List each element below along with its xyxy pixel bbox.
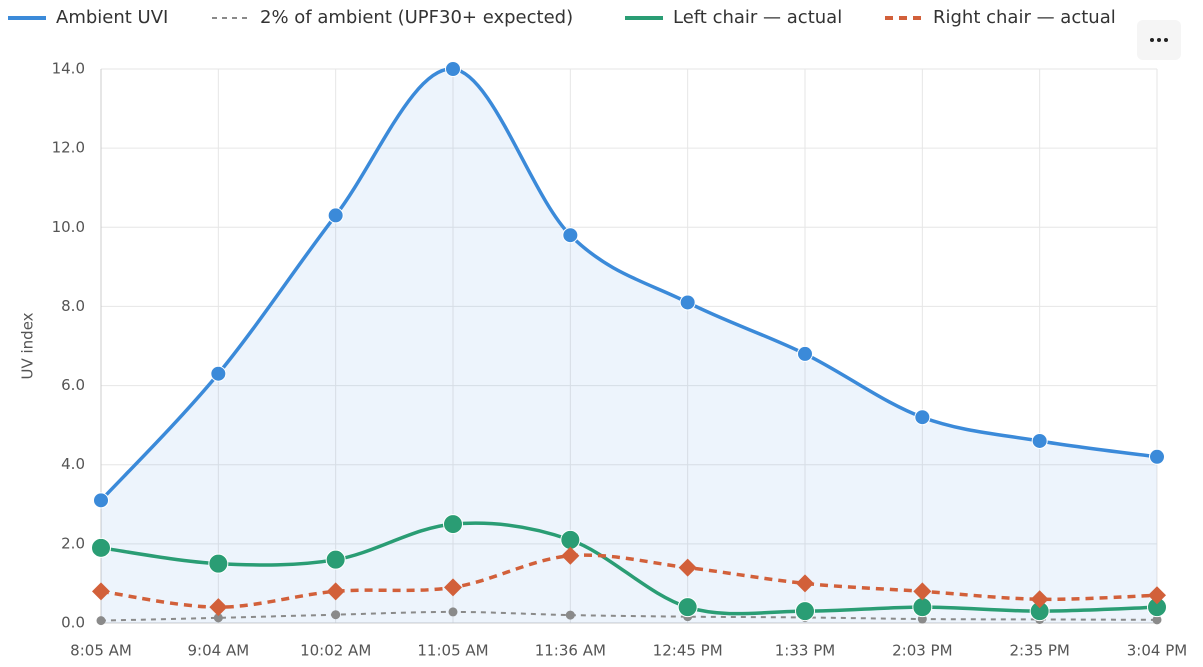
x-tick-label: 1:33 PM (775, 642, 835, 660)
marker (210, 365, 227, 382)
marker (912, 597, 933, 618)
marker (444, 578, 462, 597)
marker (560, 529, 581, 550)
marker (796, 574, 814, 593)
menu-dot (1150, 38, 1154, 42)
marker (326, 582, 345, 601)
menu-button[interactable] (1137, 20, 1181, 60)
marker (565, 610, 575, 620)
legend-label: Left chair — actual (673, 7, 842, 28)
legend-item: Ambient UVI (8, 7, 168, 28)
y-tick-label: 2.0 (61, 534, 85, 552)
marker (208, 553, 229, 574)
x-tick-label: 2:35 PM (1009, 642, 1069, 660)
marker (93, 492, 109, 509)
marker (213, 613, 223, 623)
x-tick-label: 8:05 AM (70, 642, 132, 660)
legend-label: Ambient UVI (56, 7, 168, 28)
x-tick-label: 12:45 PM (653, 642, 723, 660)
marker (795, 601, 815, 622)
area (101, 68, 1157, 623)
marker (443, 514, 463, 535)
marker (1031, 432, 1048, 449)
marker (325, 549, 346, 570)
marker (914, 409, 931, 426)
menu-dot (1164, 38, 1168, 42)
marker (562, 227, 579, 244)
marker (1149, 448, 1165, 465)
x-tick-label: 3:04 PM (1127, 642, 1187, 660)
marker (679, 294, 696, 311)
x-tick-label: 11:36 AM (535, 642, 606, 660)
y-tick-label: 4.0 (61, 455, 85, 473)
y-tick-label: 0.0 (61, 614, 85, 632)
y-axis-label: UV index (19, 312, 37, 379)
marker (445, 61, 461, 77)
x-tick-label: 9:04 AM (188, 642, 250, 660)
legend-label: Right chair — actual (933, 7, 1116, 28)
y-tick-label: 6.0 (61, 376, 85, 394)
x-tick-label: 2:03 PM (892, 642, 952, 660)
marker (91, 537, 111, 558)
line (100, 610, 1158, 622)
marker (327, 207, 344, 224)
legend-item: Left chair — actual (625, 7, 842, 28)
line (100, 521, 1158, 616)
marker (92, 582, 110, 601)
x-tick-label: 11:05 AM (417, 642, 488, 660)
marker (331, 610, 341, 620)
x-tick-label: 10:02 AM (300, 642, 371, 660)
marker (448, 607, 458, 617)
marker (1152, 615, 1162, 625)
y-tick-label: 10.0 (52, 218, 85, 236)
legend-item: Right chair — actual (885, 7, 1116, 28)
marker (913, 582, 932, 601)
marker (1148, 586, 1166, 605)
y-tick-label: 14.0 (52, 60, 85, 78)
marker (209, 598, 228, 617)
menu-dot (1157, 38, 1161, 42)
marker (677, 597, 698, 618)
legend-label: 2% of ambient (UPF30+ expected) (260, 7, 573, 28)
legend-item: 2% of ambient (UPF30+ expected) (212, 7, 573, 28)
marker (1030, 590, 1049, 609)
y-tick-label: 12.0 (52, 139, 85, 157)
marker (561, 546, 580, 565)
line (100, 553, 1158, 609)
marker (797, 345, 813, 362)
marker (96, 616, 106, 626)
y-tick-label: 8.0 (61, 297, 85, 315)
marker (678, 558, 697, 577)
